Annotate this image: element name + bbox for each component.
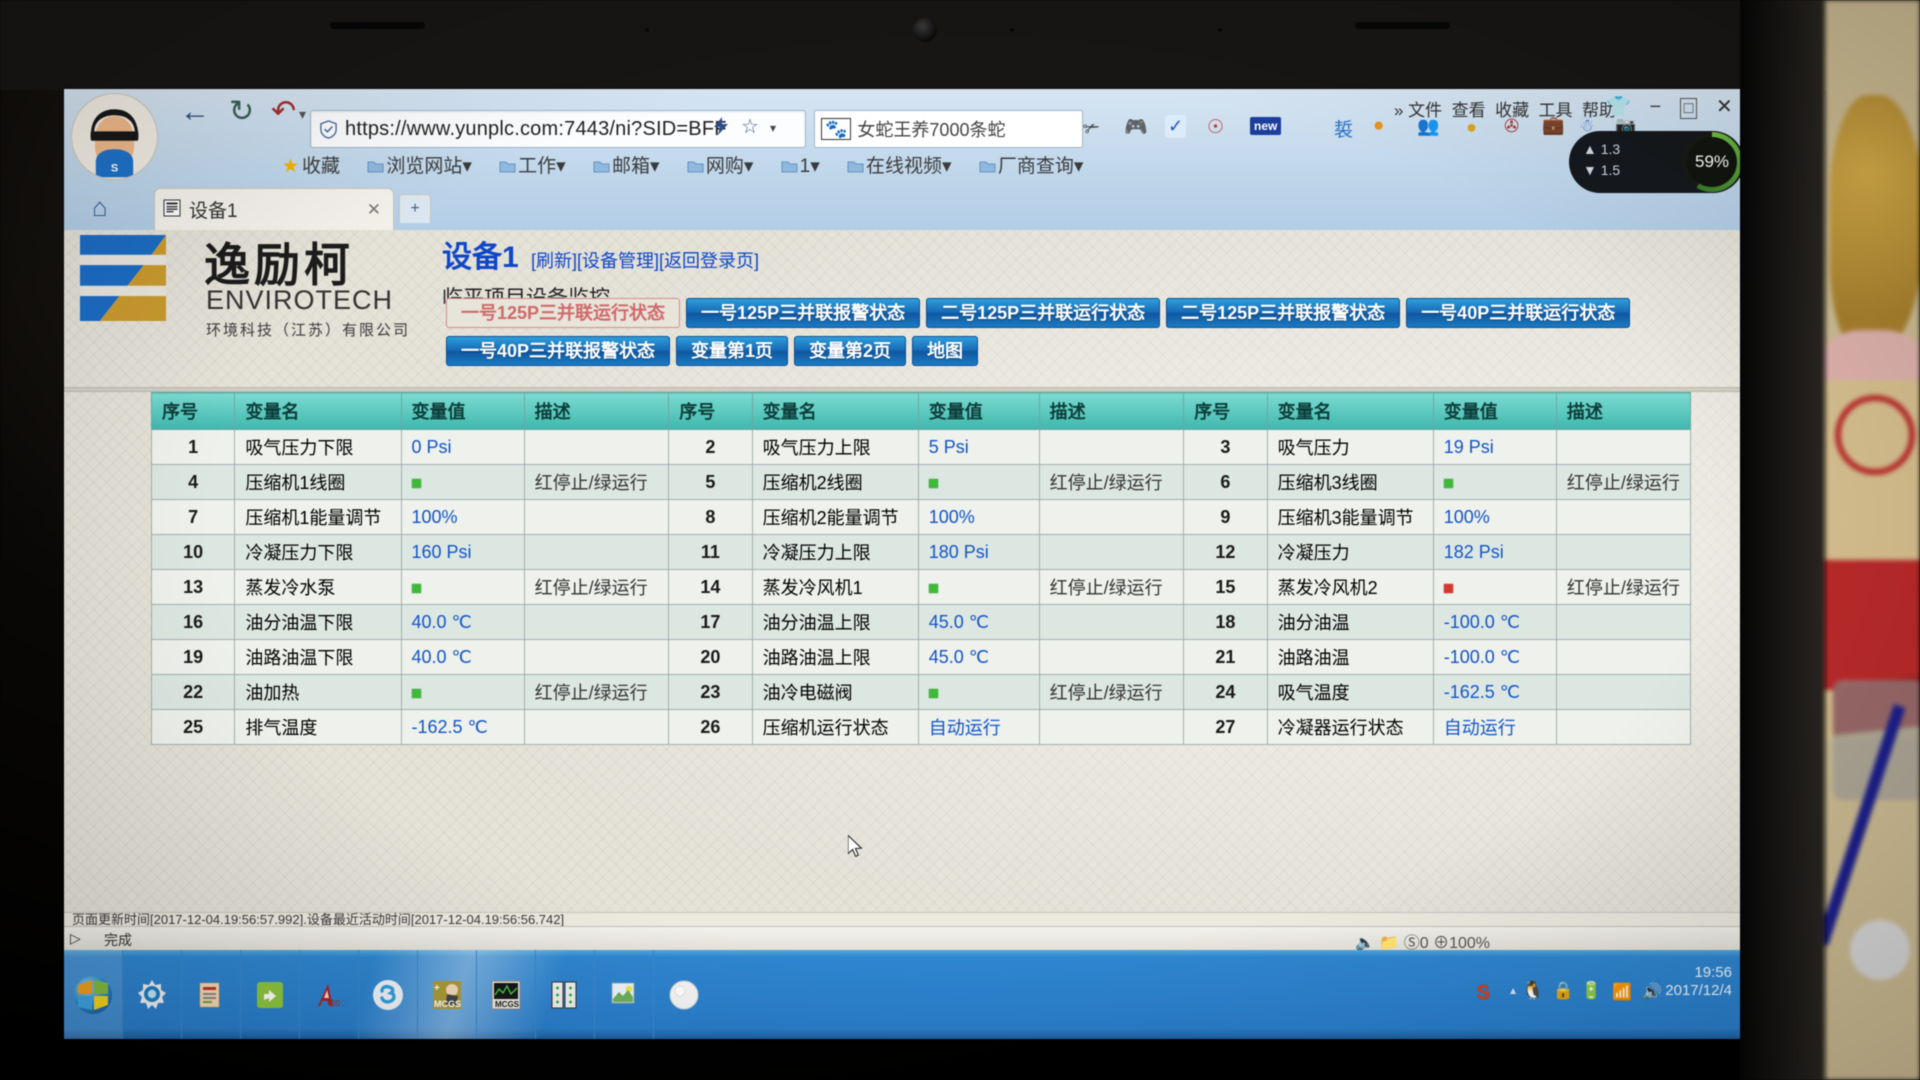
svg-text:MCGS: MCGS [434,999,461,1009]
svg-text:MCGS: MCGS [495,1000,520,1009]
svg-text:+: + [434,983,440,994]
svg-text:S: S [111,162,118,174]
svg-text:20 10: 20 10 [331,999,344,1008]
